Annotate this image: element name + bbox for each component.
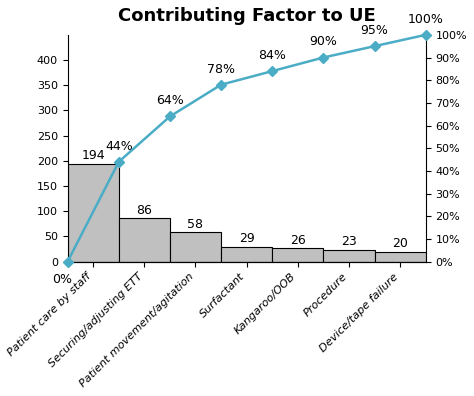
Text: 64%: 64% — [156, 94, 184, 107]
Text: 58: 58 — [188, 218, 203, 231]
Text: 0%: 0% — [53, 273, 73, 286]
Bar — [374, 251, 426, 262]
Text: 84%: 84% — [258, 49, 286, 62]
Text: 29: 29 — [239, 232, 255, 246]
Text: 20: 20 — [392, 237, 408, 250]
Text: 90%: 90% — [310, 35, 337, 48]
Bar — [170, 232, 221, 262]
Text: 194: 194 — [82, 149, 105, 162]
Text: 78%: 78% — [207, 63, 235, 76]
Bar — [119, 218, 170, 262]
Bar — [221, 247, 272, 262]
Text: 44%: 44% — [105, 140, 133, 153]
Text: 26: 26 — [290, 234, 306, 247]
Bar — [68, 164, 119, 262]
Text: 100%: 100% — [408, 13, 444, 26]
Bar — [272, 249, 323, 262]
Bar — [323, 250, 374, 262]
Text: 86: 86 — [137, 204, 152, 217]
Text: 23: 23 — [341, 236, 357, 249]
Text: 95%: 95% — [361, 24, 389, 37]
Title: Contributing Factor to UE: Contributing Factor to UE — [118, 7, 375, 25]
